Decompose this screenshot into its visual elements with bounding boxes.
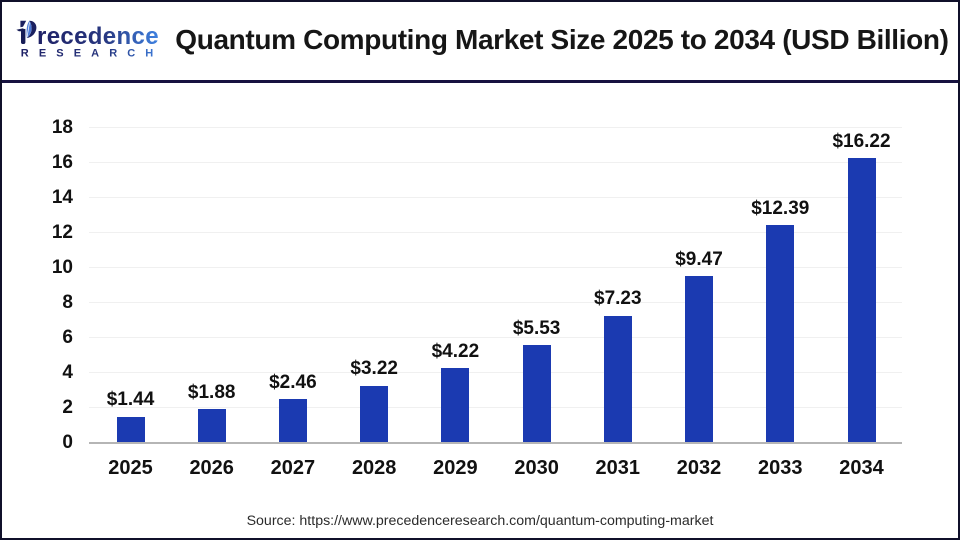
svg-text:RESEARCH: RESEARCH (21, 48, 164, 60)
svg-text:recedence: recedence (37, 23, 159, 50)
